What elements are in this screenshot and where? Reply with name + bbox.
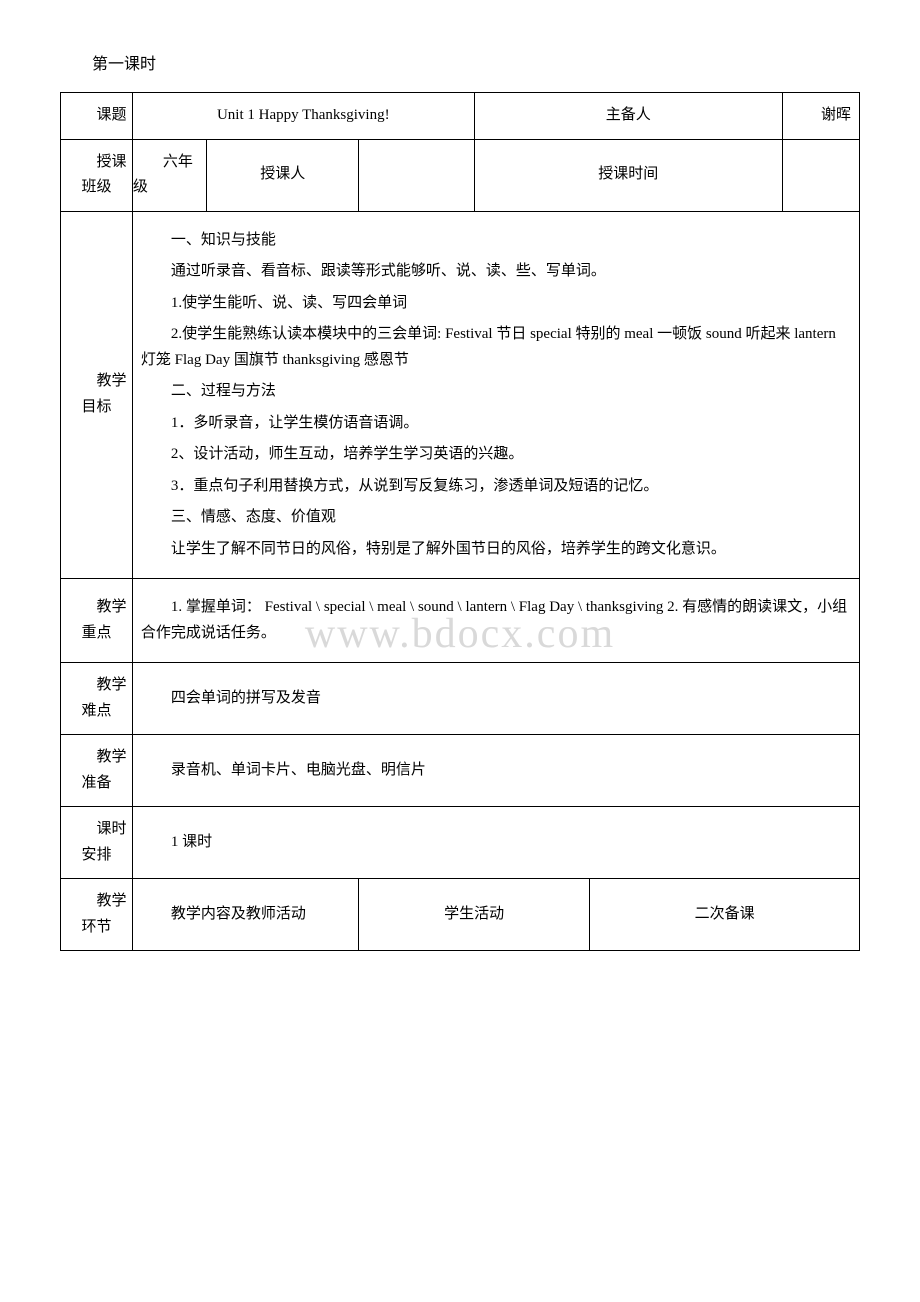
difficulty-label: 教学难点 xyxy=(61,663,133,735)
process-label: 教学环节 xyxy=(61,879,133,951)
prepared-by-label: 主备人 xyxy=(474,93,782,140)
teacher-label: 授课人 xyxy=(207,139,359,211)
obj-s3-body: 让学生了解不同节日的风俗，特别是了解外国节日的风俗，培养学生的跨文化意识。 xyxy=(141,537,851,563)
schedule-label: 课时安排 xyxy=(61,807,133,879)
table-row: 课题 Unit 1 Happy Thanksgiving! 主备人 谢晖 xyxy=(61,93,860,140)
table-row: 教学难点 四会单词的拼写及发音 xyxy=(61,663,860,735)
table-row: 教学环节 教学内容及教师活动 学生活动 二次备课 xyxy=(61,879,860,951)
lesson-heading: 第一课时 xyxy=(60,50,860,74)
obj-s2-title: 二、过程与方法 xyxy=(141,379,851,405)
obj-s2-item2: 2、设计活动，师生互动，培养学生学习英语的兴趣。 xyxy=(141,442,851,468)
table-row: 教学目标 一、知识与技能 通过听录音、看音标、跟读等形式能够听、说、读、些、写单… xyxy=(61,211,860,579)
objectives-label: 教学目标 xyxy=(61,211,133,579)
keypoints-label: 教学重点 xyxy=(61,579,133,663)
topic-title: Unit 1 Happy Thanksgiving! xyxy=(132,93,474,140)
difficulty-content: 四会单词的拼写及发音 xyxy=(132,663,859,735)
obj-s3-title: 三、情感、态度、价值观 xyxy=(141,505,851,531)
lesson-plan-table: 课题 Unit 1 Happy Thanksgiving! 主备人 谢晖 授课班… xyxy=(60,92,860,951)
process-col1-text: 教学内容及教师活动 xyxy=(141,902,350,928)
time-value xyxy=(782,139,859,211)
preparation-content: 录音机、单词卡片、电脑光盘、明信片 xyxy=(132,735,859,807)
time-label: 授课时间 xyxy=(474,139,782,211)
schedule-text: 1 课时 xyxy=(141,830,851,856)
grade-value: 六年级 xyxy=(132,139,207,211)
obj-s1-item2: 2.使学生能熟练认读本模块中的三会单词: Festival 节日 special… xyxy=(141,322,851,373)
keypoints-content: 1. 掌握单词： Festival \ special \ meal \ sou… xyxy=(132,579,859,663)
obj-s1-title: 一、知识与技能 xyxy=(141,228,851,254)
class-label: 授课班级 xyxy=(61,139,133,211)
topic-label: 课题 xyxy=(61,93,133,140)
table-row: 教学准备 录音机、单词卡片、电脑光盘、明信片 xyxy=(61,735,860,807)
obj-s1-item1: 1.使学生能听、说、读、写四会单词 xyxy=(141,291,851,317)
objectives-content: 一、知识与技能 通过听录音、看音标、跟读等形式能够听、说、读、些、写单词。 1.… xyxy=(132,211,859,579)
table-row: 授课班级 六年级 授课人 授课时间 xyxy=(61,139,860,211)
schedule-content: 1 课时 xyxy=(132,807,859,879)
teacher-value xyxy=(358,139,474,211)
table-row: 教学重点 1. 掌握单词： Festival \ special \ meal … xyxy=(61,579,860,663)
preparation-text: 录音机、单词卡片、电脑光盘、明信片 xyxy=(141,758,851,784)
preparation-label: 教学准备 xyxy=(61,735,133,807)
difficulty-text: 四会单词的拼写及发音 xyxy=(141,686,851,712)
obj-s2-item1: 1．多听录音，让学生模仿语音语调。 xyxy=(141,411,851,437)
process-col1: 教学内容及教师活动 xyxy=(132,879,358,951)
process-col2: 学生活动 xyxy=(358,879,589,951)
process-col3: 二次备课 xyxy=(590,879,860,951)
obj-s2-item3: 3．重点句子利用替换方式，从说到写反复练习，渗透单词及短语的记忆。 xyxy=(141,474,851,500)
prepared-by-value: 谢晖 xyxy=(782,93,859,140)
obj-s1-intro: 通过听录音、看音标、跟读等形式能够听、说、读、些、写单词。 xyxy=(141,259,851,285)
keypoints-text: 1. 掌握单词： Festival \ special \ meal \ sou… xyxy=(141,595,851,646)
table-row: 课时安排 1 课时 xyxy=(61,807,860,879)
